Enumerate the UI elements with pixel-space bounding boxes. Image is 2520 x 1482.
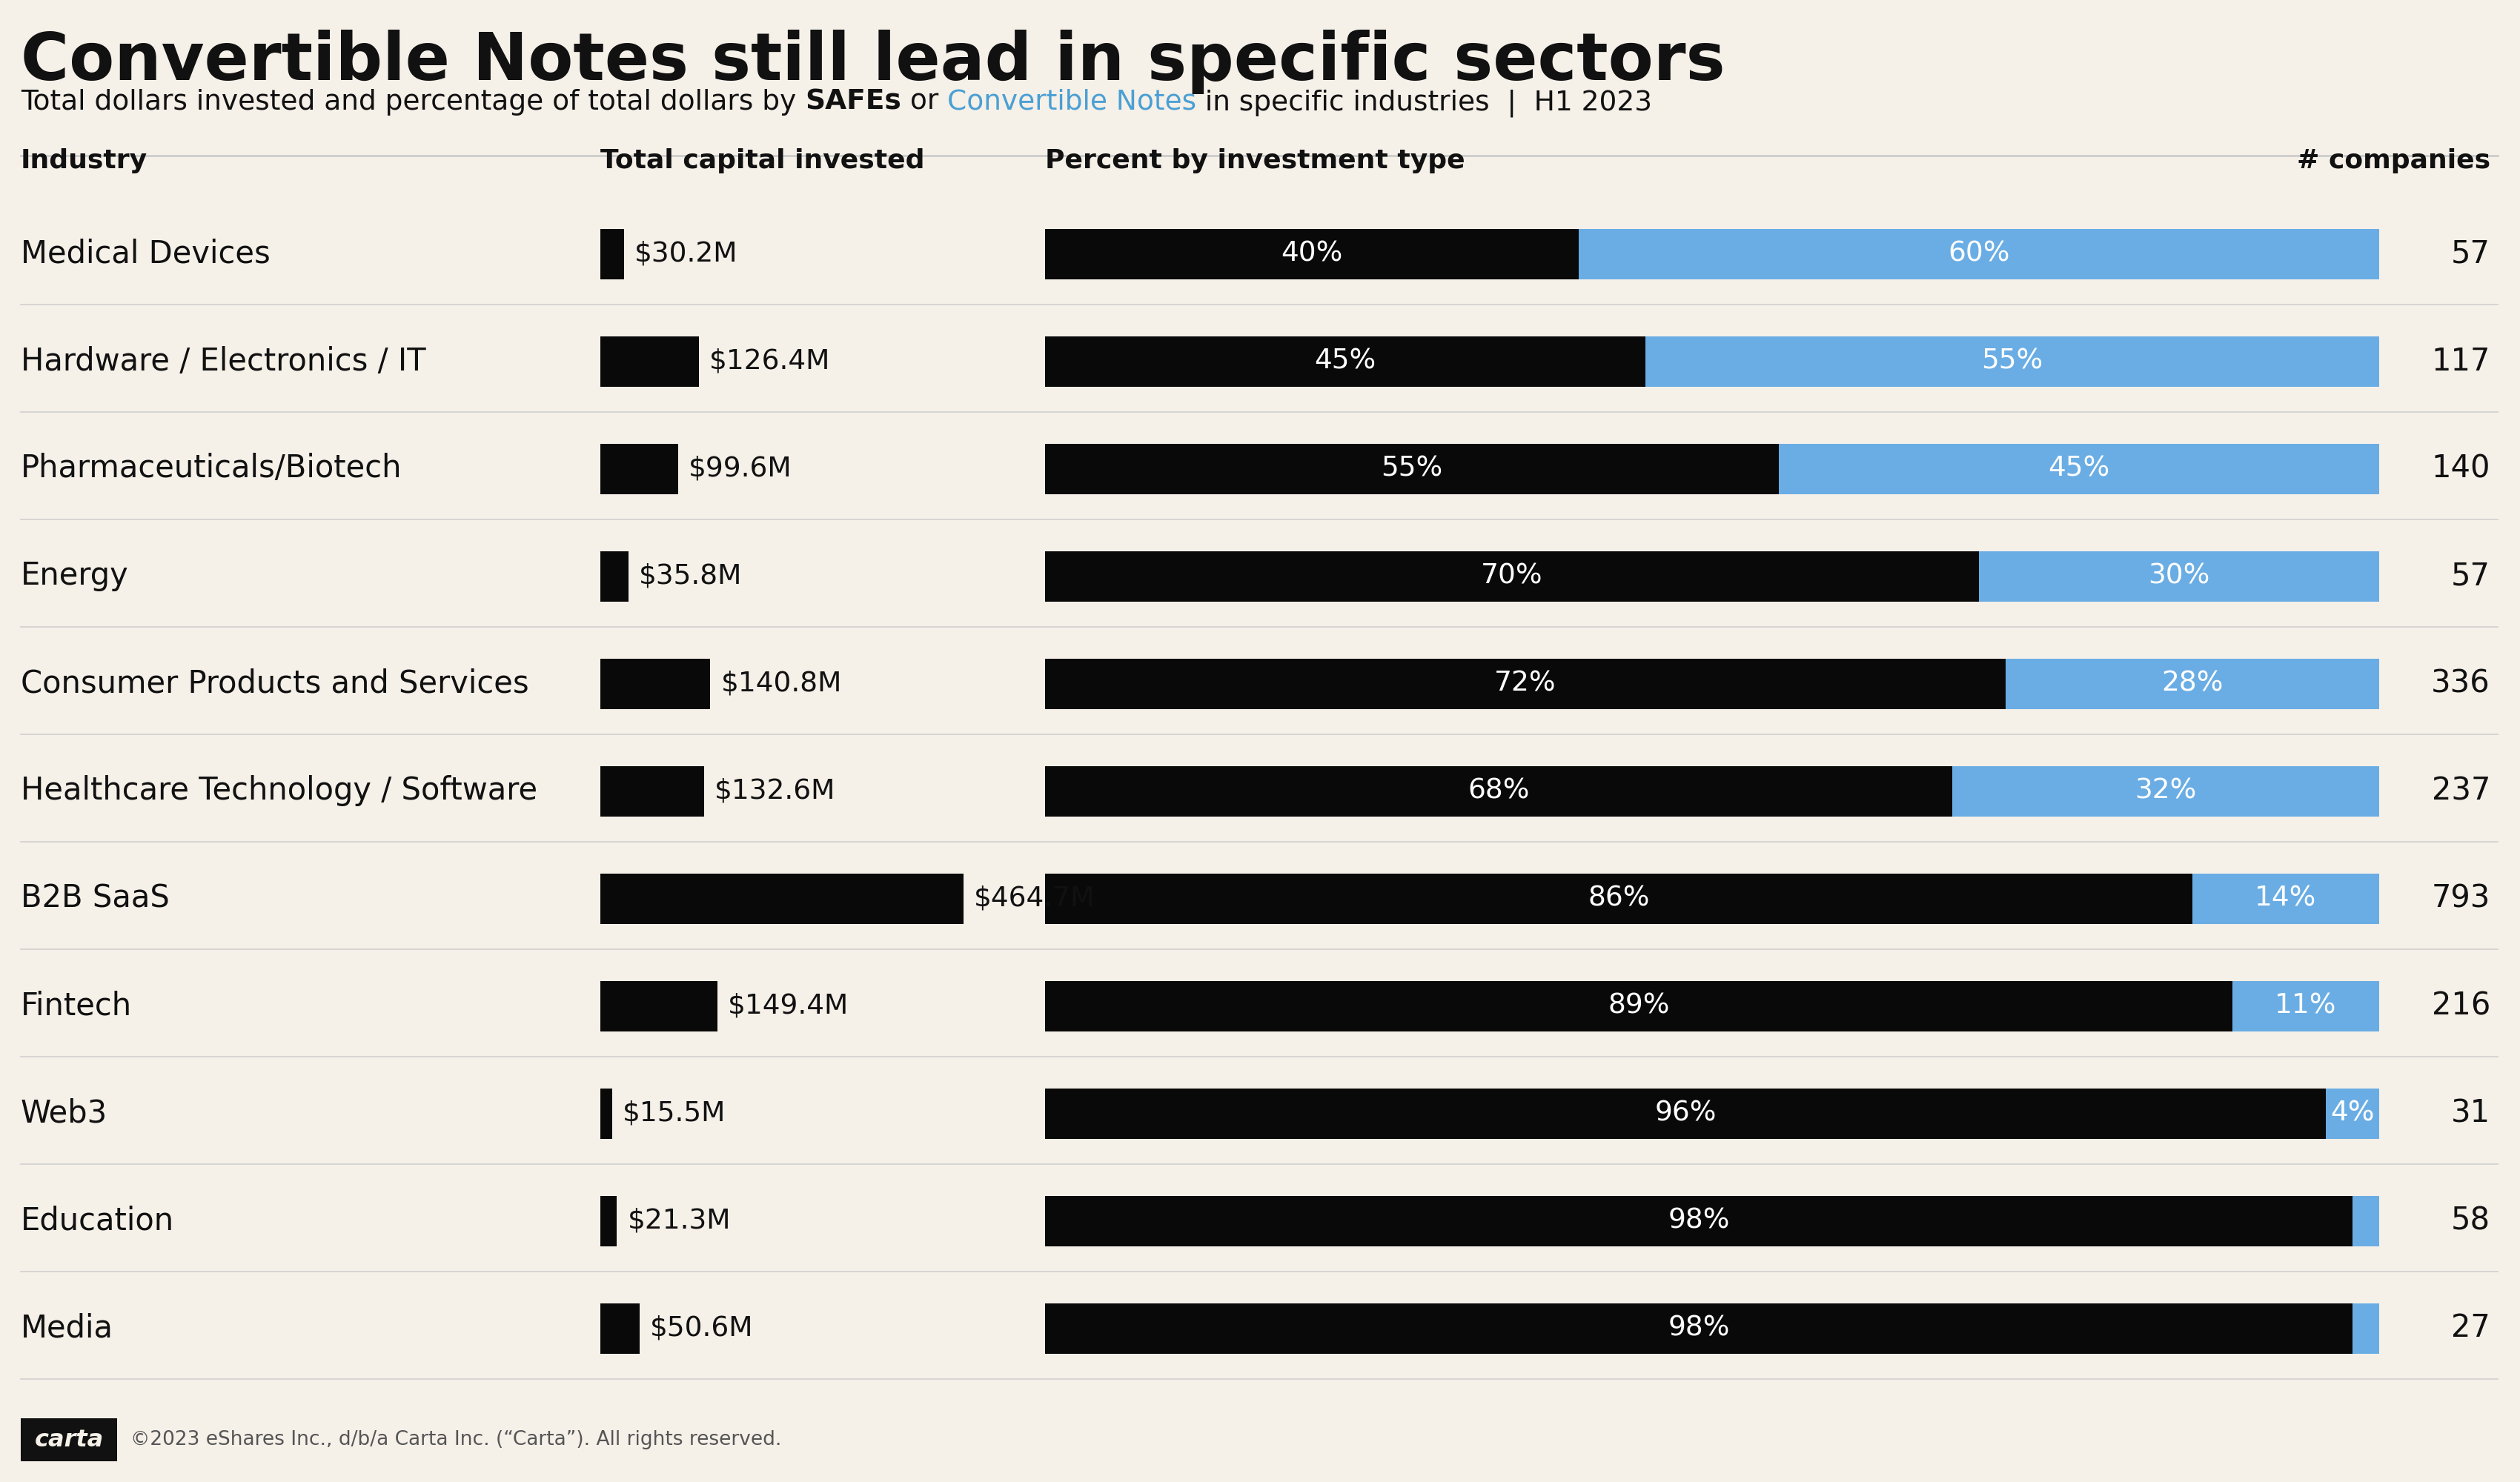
Text: 57: 57 (2452, 560, 2490, 591)
Text: Energy: Energy (20, 560, 129, 591)
Text: Convertible Notes: Convertible Notes (948, 89, 1197, 116)
Text: Percent by investment type: Percent by investment type (1046, 148, 1464, 173)
Bar (1646, 336, 2379, 387)
Bar (600, 658, 711, 708)
Text: ©2023 eShares Inc., d/b/a Carta Inc. (“Carta”). All rights reserved.: ©2023 eShares Inc., d/b/a Carta Inc. (“C… (131, 1430, 781, 1449)
Text: 57: 57 (2452, 239, 2490, 270)
Bar (1046, 336, 1646, 387)
Text: Education: Education (20, 1205, 174, 1236)
Text: 68%: 68% (1467, 778, 1530, 805)
Bar (1046, 1088, 2326, 1138)
Text: 98%: 98% (1668, 1208, 1729, 1235)
Text: Hardware / Electronics / IT: Hardware / Electronics / IT (20, 345, 426, 376)
Text: 98%: 98% (1668, 1315, 1729, 1341)
Text: 70%: 70% (1482, 563, 1542, 590)
Bar (2354, 1196, 2379, 1246)
Bar (600, 873, 963, 923)
Bar (600, 981, 718, 1031)
Text: 28%: 28% (2162, 670, 2223, 697)
Text: 40%: 40% (1280, 240, 1343, 267)
Text: 72%: 72% (1494, 670, 1557, 697)
Bar (1046, 443, 1779, 494)
Bar (1953, 766, 2379, 817)
Text: Web3: Web3 (20, 1098, 108, 1129)
Text: 11%: 11% (2276, 993, 2336, 1020)
Text: $35.8M: $35.8M (638, 563, 741, 590)
Text: 58: 58 (2452, 1205, 2490, 1236)
Text: 86%: 86% (1588, 885, 1651, 911)
Text: 336: 336 (2432, 668, 2490, 700)
Bar (2354, 1303, 2379, 1353)
Text: 216: 216 (2432, 990, 2490, 1021)
Bar (1046, 1196, 2354, 1246)
Text: SAFEs: SAFEs (804, 89, 902, 116)
Bar (1779, 443, 2379, 494)
Text: carta: carta (35, 1429, 103, 1451)
Text: 45%: 45% (2049, 455, 2109, 482)
Text: $149.4M: $149.4M (728, 993, 849, 1020)
Text: $99.6M: $99.6M (688, 455, 791, 482)
Text: $126.4M: $126.4M (711, 348, 832, 375)
Text: 27: 27 (2452, 1313, 2490, 1344)
Text: Total capital invested: Total capital invested (600, 148, 925, 173)
Bar (1978, 551, 2379, 602)
Text: $464.7M: $464.7M (973, 885, 1096, 911)
Bar (600, 1088, 612, 1138)
Text: Healthcare Technology / Software: Healthcare Technology / Software (20, 775, 537, 806)
Text: $132.6M: $132.6M (713, 778, 837, 805)
Text: in specific industries  |  H1 2023: in specific industries | H1 2023 (1197, 89, 1653, 117)
Text: 4%: 4% (2331, 1100, 2374, 1126)
Text: $140.8M: $140.8M (721, 670, 842, 697)
Text: 55%: 55% (1981, 348, 2044, 375)
Bar (2192, 873, 2379, 923)
Text: 60%: 60% (1948, 240, 2011, 267)
Text: 89%: 89% (1608, 993, 1671, 1020)
Text: 31: 31 (2452, 1098, 2490, 1129)
Text: 32%: 32% (2134, 778, 2197, 805)
Text: 140: 140 (2432, 453, 2490, 485)
Bar (600, 228, 625, 279)
Text: $21.3M: $21.3M (627, 1208, 731, 1235)
Bar (1046, 981, 2233, 1031)
Bar (600, 551, 627, 602)
Text: 96%: 96% (1656, 1100, 1716, 1126)
Bar (600, 766, 703, 817)
Text: $30.2M: $30.2M (635, 240, 738, 267)
Bar (2006, 658, 2379, 708)
Bar (600, 1196, 617, 1246)
Bar (1046, 1303, 2354, 1353)
Text: Industry: Industry (20, 148, 149, 173)
Bar (1578, 228, 2379, 279)
Text: Total dollars invested and percentage of total dollars by: Total dollars invested and percentage of… (20, 89, 804, 116)
Bar (20, 1418, 116, 1461)
Bar (1046, 551, 1978, 602)
Text: 793: 793 (2432, 883, 2490, 914)
Text: Medical Devices: Medical Devices (20, 239, 270, 270)
Bar (600, 336, 698, 387)
Text: Fintech: Fintech (20, 990, 131, 1021)
Text: 117: 117 (2432, 345, 2490, 376)
Text: # companies: # companies (2296, 148, 2490, 173)
Text: Convertible Notes still lead in specific sectors: Convertible Notes still lead in specific… (20, 30, 1726, 95)
Text: 237: 237 (2432, 775, 2490, 806)
Text: 55%: 55% (1381, 455, 1444, 482)
Text: B2B SaaS: B2B SaaS (20, 883, 169, 914)
Text: Media: Media (20, 1313, 113, 1344)
Text: Pharmaceuticals/Biotech: Pharmaceuticals/Biotech (20, 453, 403, 485)
Text: 14%: 14% (2255, 885, 2316, 911)
Bar (600, 1303, 640, 1353)
Text: 45%: 45% (1315, 348, 1376, 375)
Text: 30%: 30% (2147, 563, 2210, 590)
Bar (1046, 873, 2192, 923)
Bar (1046, 766, 1953, 817)
Bar (1046, 228, 1578, 279)
Bar (1046, 658, 2006, 708)
Text: Consumer Products and Services: Consumer Products and Services (20, 668, 529, 700)
Text: $50.6M: $50.6M (650, 1315, 753, 1341)
Bar (2326, 1088, 2379, 1138)
Text: or: or (902, 89, 948, 116)
Bar (2233, 981, 2379, 1031)
Text: $15.5M: $15.5M (622, 1100, 726, 1126)
Bar (600, 443, 678, 494)
